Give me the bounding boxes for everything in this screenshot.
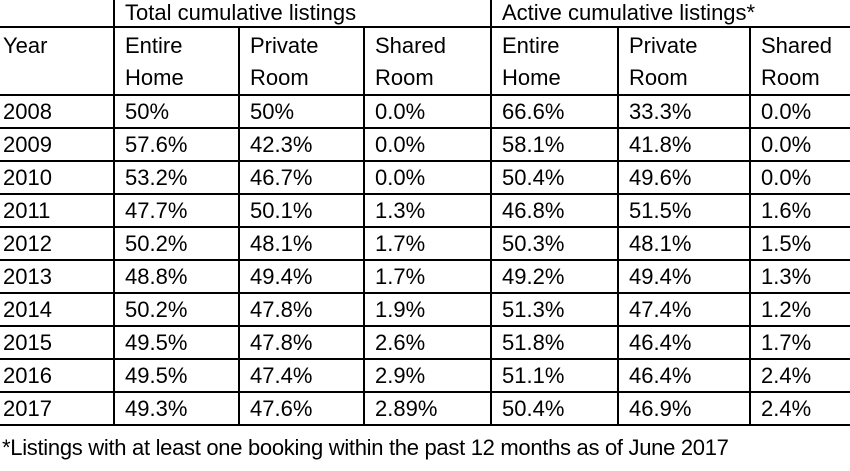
value-cell: 2.6% [363, 325, 492, 360]
value-cell: 48.8% [113, 259, 240, 294]
value-cell: 48.1% [617, 226, 751, 261]
year-cell: 2017 [0, 391, 115, 426]
value-cell: 1.3% [363, 193, 492, 228]
year-cell: 2016 [0, 358, 115, 393]
value-cell: 46.4% [617, 358, 751, 393]
table-row: 2017 49.3% 47.6% 2.89% 50.4% 46.9% 2.4% [0, 391, 850, 426]
year-cell: 2014 [0, 292, 115, 327]
value-cell: 49.4% [238, 259, 365, 294]
column-header-active-entire-home: Entire Home [490, 26, 619, 96]
year-cell: 2009 [0, 127, 115, 162]
table-row: 2016 49.5% 47.4% 2.9% 51.1% 46.4% 2.4% [0, 358, 850, 393]
value-cell: 49.2% [490, 259, 619, 294]
value-cell: 50.3% [490, 226, 619, 261]
year-cell: 2011 [0, 193, 115, 228]
value-cell: 50.4% [490, 160, 619, 195]
year-cell: 2013 [0, 259, 115, 294]
column-header-total-shared-room: Shared Room [363, 26, 492, 96]
table-row: 2015 49.5% 47.8% 2.6% 51.8% 46.4% 1.7% [0, 325, 850, 360]
value-cell: 2.89% [363, 391, 492, 426]
value-cell: 51.5% [617, 193, 751, 228]
year-cell: 2008 [0, 94, 115, 129]
value-cell: 51.8% [490, 325, 619, 360]
value-cell: 49.3% [113, 391, 240, 426]
value-cell: 1.5% [749, 226, 850, 261]
corner-blank-cell [0, 0, 115, 28]
value-cell: 50.1% [238, 193, 365, 228]
value-cell: 0.0% [749, 127, 850, 162]
column-header-active-shared-room: Shared Room [749, 26, 850, 96]
value-cell: 1.7% [363, 226, 492, 261]
value-cell: 1.3% [749, 259, 850, 294]
value-cell: 47.4% [238, 358, 365, 393]
value-cell: 46.8% [490, 193, 619, 228]
year-cell: 2010 [0, 160, 115, 195]
column-header-total-private-room: Private Room [238, 26, 365, 96]
group-header-total: Total cumulative listings [113, 0, 492, 28]
value-cell: 47.7% [113, 193, 240, 228]
value-cell: 48.1% [238, 226, 365, 261]
column-header-row: Year Entire Home Private Room Shared Roo… [0, 26, 850, 96]
table-row: 2013 48.8% 49.4% 1.7% 49.2% 49.4% 1.3% [0, 259, 850, 294]
column-header-total-entire-home: Entire Home [113, 26, 240, 96]
value-cell: 47.8% [238, 325, 365, 360]
value-cell: 50% [238, 94, 365, 129]
group-header-row: Total cumulative listings Active cumulat… [0, 0, 850, 28]
value-cell: 49.4% [617, 259, 751, 294]
value-cell: 51.3% [490, 292, 619, 327]
value-cell: 49.6% [617, 160, 751, 195]
value-cell: 46.4% [617, 325, 751, 360]
value-cell: 53.2% [113, 160, 240, 195]
value-cell: 50% [113, 94, 240, 129]
value-cell: 46.7% [238, 160, 365, 195]
value-cell: 51.1% [490, 358, 619, 393]
year-cell: 2012 [0, 226, 115, 261]
value-cell: 0.0% [363, 127, 492, 162]
table-row: 2012 50.2% 48.1% 1.7% 50.3% 48.1% 1.5% [0, 226, 850, 261]
table-row: 2014 50.2% 47.8% 1.9% 51.3% 47.4% 1.2% [0, 292, 850, 327]
value-cell: 0.0% [749, 160, 850, 195]
value-cell: 2.4% [749, 358, 850, 393]
table-row: 2010 53.2% 46.7% 0.0% 50.4% 49.6% 0.0% [0, 160, 850, 195]
value-cell: 1.6% [749, 193, 850, 228]
value-cell: 2.4% [749, 391, 850, 426]
value-cell: 33.3% [617, 94, 751, 129]
value-cell: 50.4% [490, 391, 619, 426]
value-cell: 49.5% [113, 358, 240, 393]
column-header-year: Year [0, 26, 115, 96]
value-cell: 50.2% [113, 226, 240, 261]
value-cell: 46.9% [617, 391, 751, 426]
column-header-active-private-room: Private Room [617, 26, 751, 96]
value-cell: 1.2% [749, 292, 850, 327]
value-cell: 1.7% [749, 325, 850, 360]
footnote: *Listings with at least one booking with… [2, 435, 729, 460]
value-cell: 0.0% [749, 94, 850, 129]
table-body: 2008 50% 50% 0.0% 66.6% 33.3% 0.0% 2009 57.6% 42.… [0, 94, 850, 426]
value-cell: 47.6% [238, 391, 365, 426]
year-cell: 2015 [0, 325, 115, 360]
value-cell: 47.8% [238, 292, 365, 327]
value-cell: 58.1% [490, 127, 619, 162]
table-row: 2009 57.6% 42.3% 0.0% 58.1% 41.8% 0.0% [0, 127, 850, 162]
value-cell: 1.7% [363, 259, 492, 294]
value-cell: 2.9% [363, 358, 492, 393]
value-cell: 0.0% [363, 160, 492, 195]
cumulative-listings-table: Total cumulative listings Active cumulat… [0, 0, 850, 426]
value-cell: 47.4% [617, 292, 751, 327]
value-cell: 66.6% [490, 94, 619, 129]
value-cell: 0.0% [363, 94, 492, 129]
value-cell: 49.5% [113, 325, 240, 360]
value-cell: 1.9% [363, 292, 492, 327]
table-row: 2008 50% 50% 0.0% 66.6% 33.3% 0.0% [0, 94, 850, 129]
value-cell: 50.2% [113, 292, 240, 327]
value-cell: 42.3% [238, 127, 365, 162]
table-row: 2011 47.7% 50.1% 1.3% 46.8% 51.5% 1.6% [0, 193, 850, 228]
group-header-active: Active cumulative listings* [490, 0, 850, 28]
value-cell: 57.6% [113, 127, 240, 162]
value-cell: 41.8% [617, 127, 751, 162]
